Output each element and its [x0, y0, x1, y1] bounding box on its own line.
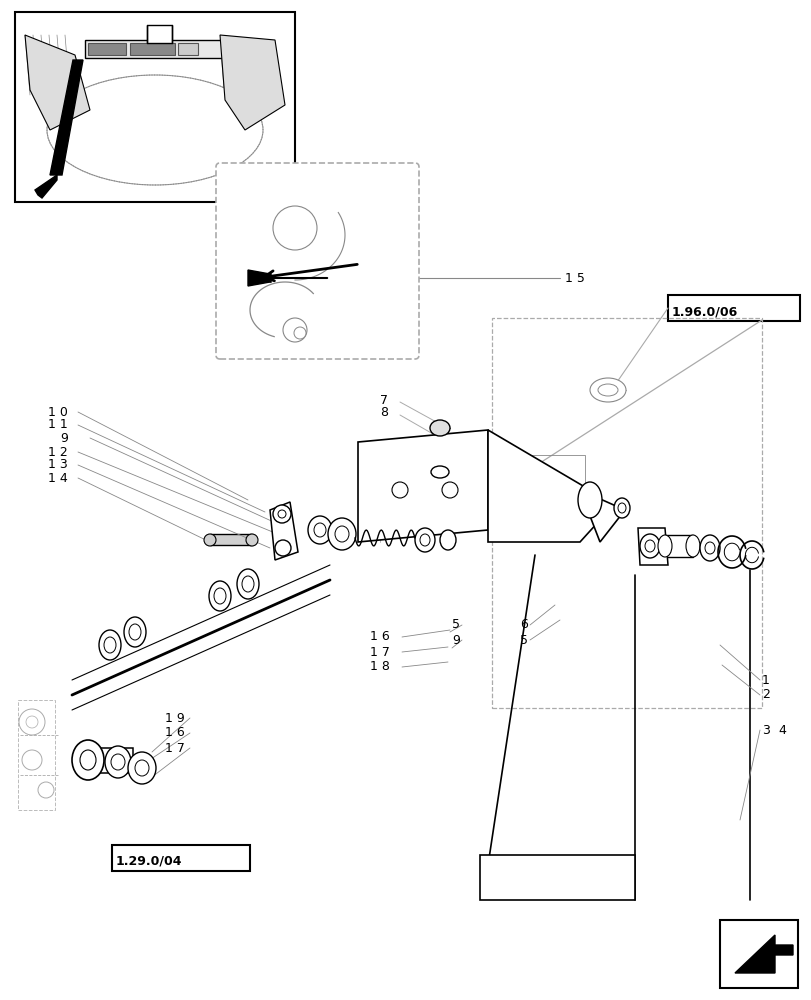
Text: 6: 6 — [519, 618, 527, 632]
Ellipse shape — [277, 510, 285, 518]
Ellipse shape — [657, 535, 672, 557]
Bar — [210, 534, 251, 545]
Bar — [130, 43, 175, 55]
Ellipse shape — [275, 540, 290, 556]
Bar — [98, 748, 133, 773]
Text: 1 2: 1 2 — [48, 446, 67, 458]
Text: 3: 3 — [761, 723, 769, 736]
Bar — [489, 455, 584, 525]
Ellipse shape — [328, 518, 355, 550]
Ellipse shape — [419, 534, 430, 546]
Text: 5: 5 — [519, 634, 527, 646]
Ellipse shape — [414, 528, 435, 552]
Polygon shape — [637, 528, 667, 565]
Ellipse shape — [111, 754, 125, 770]
Text: 1.96.0/06: 1.96.0/06 — [672, 306, 737, 318]
Bar — [667, 295, 799, 321]
Ellipse shape — [272, 206, 316, 250]
Ellipse shape — [128, 752, 156, 784]
Polygon shape — [220, 35, 285, 130]
Bar — [664, 535, 692, 557]
Polygon shape — [487, 430, 599, 542]
Ellipse shape — [431, 466, 448, 478]
Text: 1 3: 1 3 — [48, 458, 67, 472]
Ellipse shape — [99, 630, 121, 660]
Ellipse shape — [441, 482, 457, 498]
Polygon shape — [270, 502, 298, 560]
Text: 2: 2 — [761, 688, 769, 702]
Ellipse shape — [135, 760, 148, 776]
Ellipse shape — [699, 535, 719, 561]
Ellipse shape — [124, 617, 146, 647]
Bar — [719, 920, 797, 988]
Bar — [88, 43, 126, 55]
Ellipse shape — [242, 576, 254, 592]
Bar — [178, 43, 198, 55]
Text: 8: 8 — [380, 406, 388, 420]
Text: 1 6: 1 6 — [370, 630, 389, 644]
Ellipse shape — [283, 318, 307, 342]
Ellipse shape — [597, 384, 617, 396]
Bar — [479, 855, 634, 900]
Text: 1 5: 1 5 — [564, 271, 584, 284]
Ellipse shape — [639, 534, 659, 558]
Ellipse shape — [105, 746, 131, 778]
Ellipse shape — [590, 378, 625, 402]
Ellipse shape — [47, 75, 263, 185]
Text: 9: 9 — [452, 634, 459, 646]
Polygon shape — [734, 935, 792, 973]
Bar — [147, 25, 172, 43]
Ellipse shape — [294, 327, 306, 339]
Bar — [112, 845, 250, 871]
Ellipse shape — [208, 581, 230, 611]
Ellipse shape — [72, 740, 104, 780]
Ellipse shape — [613, 498, 629, 518]
Ellipse shape — [704, 542, 714, 554]
Text: 1 4: 1 4 — [48, 472, 67, 485]
Polygon shape — [358, 430, 487, 542]
Ellipse shape — [104, 637, 116, 653]
Text: 1 0: 1 0 — [48, 406, 68, 418]
Polygon shape — [35, 175, 57, 198]
Polygon shape — [25, 35, 90, 130]
Ellipse shape — [430, 420, 449, 436]
Ellipse shape — [272, 505, 290, 523]
Ellipse shape — [577, 482, 601, 518]
Polygon shape — [579, 490, 624, 542]
Ellipse shape — [314, 523, 325, 537]
Text: 5: 5 — [452, 618, 460, 632]
Ellipse shape — [685, 535, 699, 557]
Ellipse shape — [335, 526, 349, 542]
Ellipse shape — [214, 588, 225, 604]
Ellipse shape — [440, 530, 456, 550]
Text: 1 7: 1 7 — [370, 646, 389, 658]
Text: 7: 7 — [380, 393, 388, 406]
Ellipse shape — [392, 482, 407, 498]
Text: 1 7: 1 7 — [165, 741, 185, 754]
Ellipse shape — [617, 503, 625, 513]
Bar — [85, 40, 225, 58]
Ellipse shape — [204, 534, 216, 546]
Text: 4: 4 — [777, 723, 785, 736]
Ellipse shape — [129, 624, 141, 640]
Bar — [491, 318, 761, 708]
Ellipse shape — [246, 534, 258, 546]
Text: 1 1: 1 1 — [48, 418, 67, 432]
Ellipse shape — [237, 569, 259, 599]
Text: 1.29.0/04: 1.29.0/04 — [116, 854, 182, 867]
Text: 1 9: 1 9 — [165, 711, 185, 724]
Ellipse shape — [644, 540, 654, 552]
Ellipse shape — [307, 516, 332, 544]
Text: 1 8: 1 8 — [370, 660, 389, 674]
Bar — [15, 12, 294, 202]
FancyBboxPatch shape — [216, 163, 418, 359]
Text: 9: 9 — [60, 432, 68, 444]
Ellipse shape — [80, 750, 96, 770]
Text: 1: 1 — [761, 674, 769, 686]
Text: 1 6: 1 6 — [165, 726, 185, 739]
Polygon shape — [50, 60, 83, 175]
Polygon shape — [247, 270, 270, 286]
